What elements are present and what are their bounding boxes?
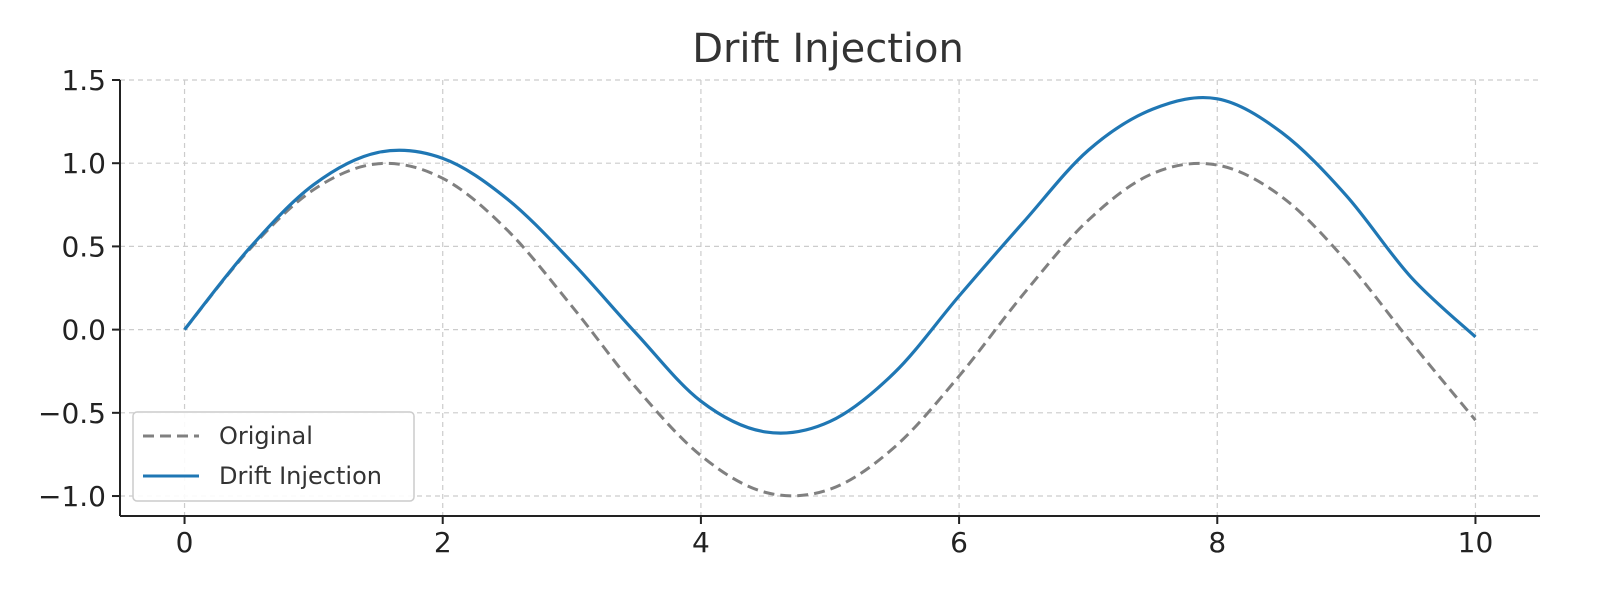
axes: 0 2 4 6 8 10 −1.0 −0.5 0.0 0.5 1.0 1.5 [38,64,1540,559]
legend-label-1: Drift Injection [219,462,382,490]
y-tick-label: 0.5 [61,230,106,263]
x-tick-label: 10 [1458,526,1494,559]
x-tick-label: 4 [692,526,710,559]
chart-title: Drift Injection [692,26,964,72]
y-tick-label: 1.0 [61,147,106,180]
y-tick-label: 0.0 [61,314,106,347]
series-lines [183,95,1477,498]
x-tick-label: 6 [950,526,968,559]
series-line-1 [183,95,1477,435]
series-line-0 [183,161,1477,498]
y-tick-label: 1.5 [61,64,106,97]
legend-label-0: Original [219,422,313,450]
x-tick-label: 8 [1208,526,1226,559]
legend: Original Drift Injection [132,411,415,502]
x-tick-label: 0 [176,526,194,559]
y-tick-label: −0.5 [38,397,106,430]
x-tick-label: 2 [434,526,452,559]
legend-box [132,411,415,502]
y-tick-label: −1.0 [38,480,106,513]
